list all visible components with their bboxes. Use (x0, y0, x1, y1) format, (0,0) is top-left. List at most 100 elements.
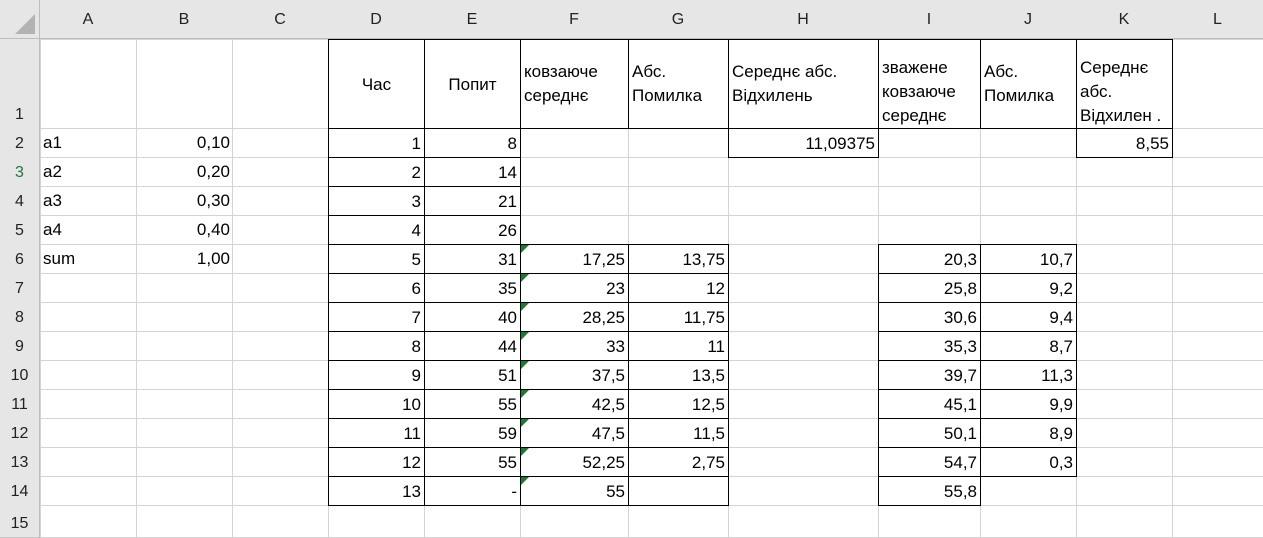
moving-average-cell[interactable]: 52,25 (520, 447, 629, 477)
demand-cell[interactable]: - (424, 476, 521, 506)
row-header-15[interactable]: 15 (0, 505, 40, 538)
abs-error-cell[interactable]: 13,75 (628, 244, 729, 274)
demand-cell[interactable]: 55 (424, 447, 521, 477)
demand-cell[interactable]: 40 (424, 302, 521, 332)
weighted-moving-average-cell[interactable]: 25,8 (878, 273, 981, 303)
row-header-8[interactable]: 8 (0, 302, 40, 332)
time-cell[interactable]: 9 (328, 360, 425, 390)
weighted-moving-average-cell[interactable]: 55,8 (878, 476, 981, 506)
time-cell[interactable]: 13 (328, 476, 425, 506)
abs-error-2-cell[interactable]: 10,7 (980, 244, 1077, 274)
row-header-3[interactable]: 3 (0, 157, 40, 187)
column-header-c[interactable]: C (232, 0, 329, 39)
row-header-10[interactable]: 10 (0, 360, 40, 390)
abs-error-cell[interactable] (628, 476, 729, 506)
row-header-4[interactable]: 4 (0, 186, 40, 216)
weighted-moving-average-cell[interactable]: 50,1 (878, 418, 981, 448)
time-cell[interactable]: 6 (328, 273, 425, 303)
demand-cell[interactable]: 51 (424, 360, 521, 390)
header-mean-abs-deviation-2-cell[interactable]: Середнє абс. Відхилен . (1076, 39, 1173, 129)
mean-abs-deviation-2-value[interactable]: 8,55 (1076, 128, 1173, 158)
abs-error-cell[interactable]: 11,75 (628, 302, 729, 332)
moving-average-cell[interactable]: 37,5 (520, 360, 629, 390)
time-cell[interactable]: 5 (328, 244, 425, 274)
param-label-a4[interactable]: a4 (43, 220, 62, 239)
header-demand-cell[interactable]: Попит (424, 39, 521, 129)
demand-cell[interactable]: 8 (424, 128, 521, 158)
row-header-2[interactable]: 2 (0, 128, 40, 158)
select-all-corner[interactable] (0, 0, 40, 39)
param-label-a3[interactable]: a3 (43, 191, 62, 210)
demand-cell[interactable]: 55 (424, 389, 521, 419)
weighted-moving-average-cell[interactable]: 20,3 (878, 244, 981, 274)
weighted-moving-average-cell[interactable]: 54,7 (878, 447, 981, 477)
header-time-cell[interactable]: Час (328, 39, 425, 129)
header-weighted-moving-average-cell[interactable]: зважене ковзаюче середнє (878, 39, 981, 129)
demand-cell[interactable]: 26 (424, 215, 521, 245)
mean-abs-deviation-value[interactable]: 11,09375 (728, 128, 879, 158)
abs-error-cell[interactable]: 2,75 (628, 447, 729, 477)
demand-cell[interactable]: 44 (424, 331, 521, 361)
abs-error-2-cell[interactable]: 0,3 (980, 447, 1077, 477)
moving-average-cell[interactable]: 55 (520, 476, 629, 506)
param-value-a2[interactable]: 0,20 (196, 162, 230, 181)
time-cell[interactable]: 11 (328, 418, 425, 448)
param-value-sum[interactable]: 1,00 (196, 249, 230, 268)
row-header-1[interactable]: 1 (0, 39, 40, 129)
time-cell[interactable]: 12 (328, 447, 425, 477)
time-cell[interactable]: 1 (328, 128, 425, 158)
param-label-a1[interactable]: a1 (43, 133, 62, 152)
column-header-k[interactable]: K (1076, 0, 1173, 39)
row-header-7[interactable]: 7 (0, 273, 40, 303)
row-header-9[interactable]: 9 (0, 331, 40, 361)
time-cell[interactable]: 7 (328, 302, 425, 332)
row-header-11[interactable]: 11 (0, 389, 40, 419)
row-header-14[interactable]: 14 (0, 476, 40, 506)
column-header-l[interactable]: L (1172, 0, 1263, 39)
abs-error-cell[interactable]: 13,5 (628, 360, 729, 390)
column-header-f[interactable]: F (520, 0, 629, 39)
abs-error-2-cell[interactable]: 8,7 (980, 331, 1077, 361)
row-header-5[interactable]: 5 (0, 215, 40, 245)
column-header-a[interactable]: A (40, 0, 137, 39)
row-header-12[interactable]: 12 (0, 418, 40, 448)
abs-error-cell[interactable]: 11,5 (628, 418, 729, 448)
column-header-d[interactable]: D (328, 0, 425, 39)
header-mean-abs-deviation-cell[interactable]: Середнє абс. Відхилень (728, 39, 879, 129)
demand-cell[interactable]: 35 (424, 273, 521, 303)
column-header-e[interactable]: E (424, 0, 521, 39)
param-value-a1[interactable]: 0,10 (196, 133, 230, 152)
abs-error-cell[interactable]: 12 (628, 273, 729, 303)
time-cell[interactable]: 8 (328, 331, 425, 361)
moving-average-cell[interactable]: 28,25 (520, 302, 629, 332)
weighted-moving-average-cell[interactable]: 35,3 (878, 331, 981, 361)
param-label-sum[interactable]: sum (43, 249, 76, 268)
moving-average-cell[interactable]: 33 (520, 331, 629, 361)
column-header-b[interactable]: B (136, 0, 233, 39)
demand-cell[interactable]: 21 (424, 186, 521, 216)
time-cell[interactable]: 10 (328, 389, 425, 419)
abs-error-cell[interactable]: 12,5 (628, 389, 729, 419)
row-header-13[interactable]: 13 (0, 447, 40, 477)
param-label-a2[interactable]: a2 (43, 162, 62, 181)
param-value-a4[interactable]: 0,40 (196, 220, 230, 239)
weighted-moving-average-cell[interactable]: 45,1 (878, 389, 981, 419)
column-header-j[interactable]: J (980, 0, 1077, 39)
moving-average-cell[interactable]: 23 (520, 273, 629, 303)
header-abs-error-cell[interactable]: Абс. Помилка (628, 39, 729, 129)
weighted-moving-average-cell[interactable]: 30,6 (878, 302, 981, 332)
moving-average-cell[interactable]: 17,25 (520, 244, 629, 274)
header-moving-average-cell[interactable]: ковзаюче середнє (520, 39, 629, 129)
column-header-h[interactable]: H (728, 0, 879, 39)
abs-error-2-cell[interactable]: 11,3 (980, 360, 1077, 390)
abs-error-2-cell[interactable]: 9,2 (980, 273, 1077, 303)
abs-error-2-cell[interactable]: 9,9 (980, 389, 1077, 419)
demand-cell[interactable]: 31 (424, 244, 521, 274)
column-header-i[interactable]: I (878, 0, 981, 39)
demand-cell[interactable]: 59 (424, 418, 521, 448)
weighted-moving-average-cell[interactable]: 39,7 (878, 360, 981, 390)
moving-average-cell[interactable]: 42,5 (520, 389, 629, 419)
row-header-6[interactable]: 6 (0, 244, 40, 274)
abs-error-2-cell[interactable]: 8,9 (980, 418, 1077, 448)
